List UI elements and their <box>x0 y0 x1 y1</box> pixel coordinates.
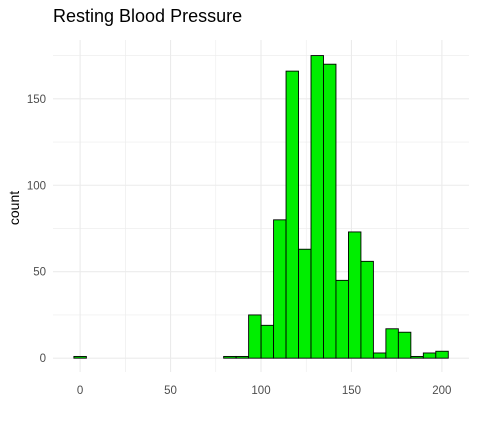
x-tick-label: 50 <box>164 385 177 397</box>
histogram-bar <box>348 231 362 359</box>
y-tick-label: 0 <box>40 353 46 365</box>
histogram-bar <box>335 279 349 359</box>
histogram-bar <box>73 355 87 359</box>
histogram-bar <box>285 70 299 359</box>
histogram-bar <box>435 350 449 359</box>
histogram-bar <box>235 355 250 359</box>
histogram-bar <box>248 314 262 359</box>
histogram-bar <box>223 355 237 359</box>
histogram-bar <box>260 324 275 359</box>
x-tick-label: 0 <box>77 385 83 397</box>
histogram-bar <box>372 352 387 359</box>
y-tick-label: 150 <box>27 94 46 106</box>
x-axis-ticks: 0 50 100 150 200 <box>77 385 452 397</box>
histogram-bar <box>323 63 337 359</box>
histogram-bar <box>360 260 374 359</box>
histogram-bar <box>422 352 437 359</box>
histogram-bar <box>310 55 324 359</box>
y-tick-label: 50 <box>33 267 46 279</box>
y-tick-label: 100 <box>27 180 46 192</box>
chart-title: Resting Blood Pressure <box>53 6 243 26</box>
y-axis-ticks: 0 50 100 150 <box>27 94 46 365</box>
x-tick-label: 200 <box>432 385 451 397</box>
histogram-bar <box>397 331 412 359</box>
histogram-bar <box>410 355 424 359</box>
x-tick-label: 150 <box>342 385 361 397</box>
y-axis-label: count <box>6 191 22 225</box>
x-tick-label: 100 <box>251 385 270 397</box>
histogram-bar <box>273 219 287 359</box>
histogram-bar <box>298 248 312 359</box>
histogram-bar <box>385 328 399 359</box>
histogram-bars <box>73 55 449 359</box>
